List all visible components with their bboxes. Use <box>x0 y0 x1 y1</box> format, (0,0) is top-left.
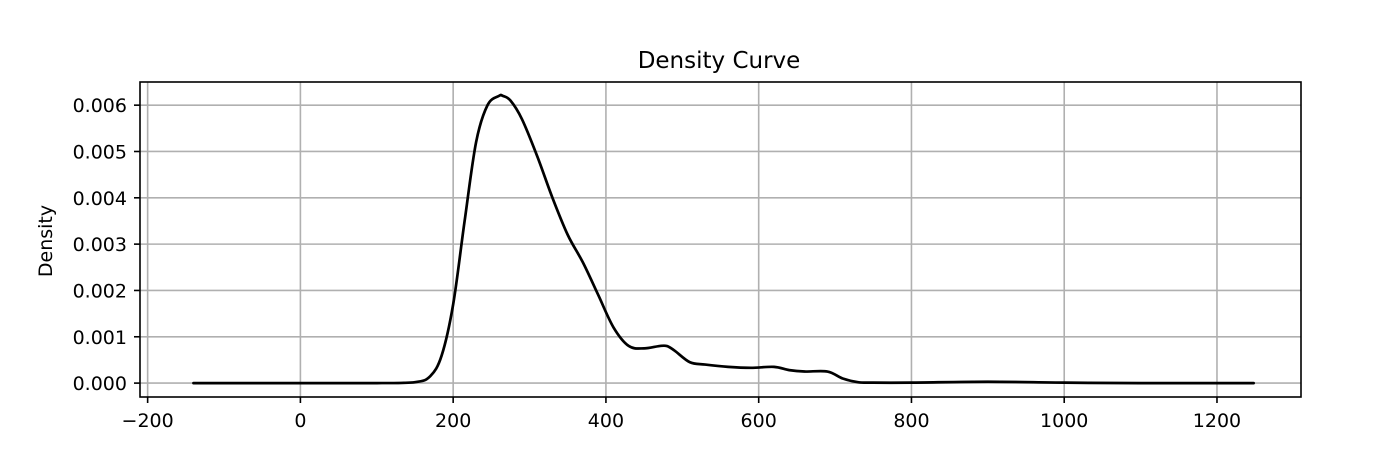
y-tick-label: 0.001 <box>73 327 127 349</box>
density-curve-line <box>192 93 1255 385</box>
x-tick-label: −200 <box>122 410 174 432</box>
x-tick-label: 1200 <box>1193 410 1241 432</box>
y-tick-label: 0.006 <box>73 95 127 117</box>
x-tick-label: 400 <box>588 410 624 432</box>
y-tick-label: 0.000 <box>73 373 127 395</box>
x-tick-label: 600 <box>741 410 777 432</box>
x-tick-label: 1000 <box>1040 410 1088 432</box>
y-tick-label: 0.005 <box>73 141 127 163</box>
plot-area <box>192 93 1255 385</box>
x-tick-label: 200 <box>435 410 471 432</box>
y-axis: 0.000 0.001 0.002 0.003 0.004 0.005 0.006 <box>73 95 140 395</box>
y-axis-label: Density <box>35 205 57 277</box>
axes-frame <box>139 81 1302 398</box>
y-tick-label: 0.002 <box>73 280 127 302</box>
y-tick-label: 0.003 <box>73 234 127 256</box>
x-tick-label: 800 <box>893 410 929 432</box>
y-tick-label: 0.004 <box>73 188 127 210</box>
x-tick-label: 0 <box>294 410 306 432</box>
chart-title: Density Curve <box>638 48 801 74</box>
grid-lines <box>140 82 1301 397</box>
x-axis: −200 0 200 400 600 800 1000 1200 <box>122 397 1241 432</box>
